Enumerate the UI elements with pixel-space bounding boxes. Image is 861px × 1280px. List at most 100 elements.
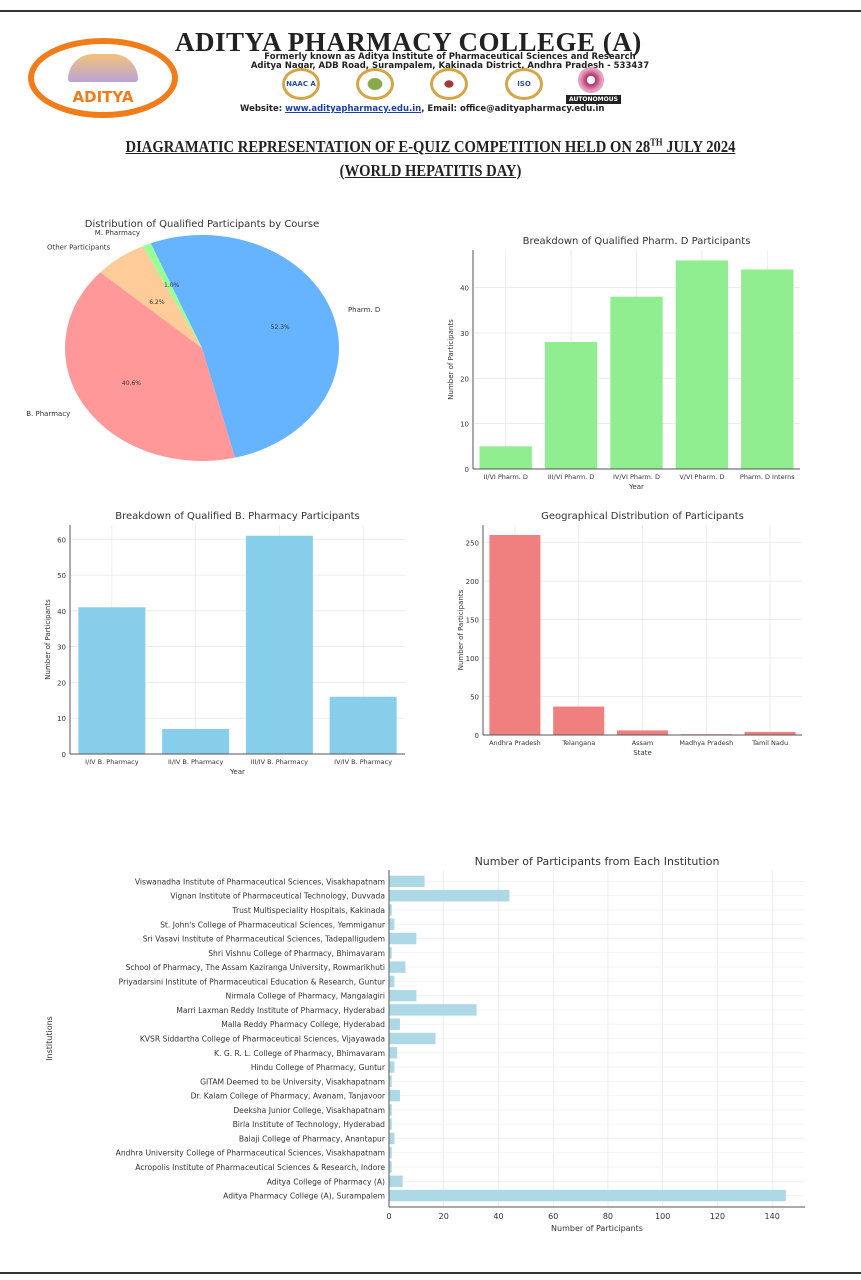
x-tick-label: III/IV B. Pharmacy [251, 758, 308, 766]
x-tick-label: 120 [710, 1212, 725, 1221]
x-tick-label: 40 [493, 1212, 503, 1221]
y-tick-label: 0 [475, 732, 479, 740]
bar [489, 535, 541, 735]
y-tick-label: Acropolis Institute of Pharmaceutical Sc… [135, 1163, 385, 1172]
y-tick-label: 50 [470, 694, 479, 702]
x-tick-label: IV/VI Pharm. D [613, 473, 660, 481]
x-tick-label: IV/IV B. Pharmacy [334, 758, 392, 766]
x-tick-label: II/IV B. Pharmacy [168, 758, 224, 766]
y-tick-label: 50 [57, 572, 66, 580]
bar [675, 260, 729, 469]
y-tick-label: 20 [460, 375, 469, 383]
title-text-end: JULY 2024 [662, 137, 736, 156]
bar [162, 728, 230, 754]
bpharm-breakdown-bar-chart: Breakdown of Qualified B. Pharmacy Parti… [44, 511, 405, 776]
y-tick-label: Shri Vishnu College of Pharmacy, Bhimava… [208, 949, 385, 958]
y-tick-label: 30 [57, 644, 66, 652]
pie-percent-label: 40.6% [122, 380, 141, 387]
course-distribution-pie-chart: Distribution of Qualified Participants b… [26, 219, 380, 461]
college-address: Aditya Nagar, ADB Road, Surampalem, Kaki… [250, 61, 650, 71]
website-link[interactable]: www.adityapharmacy.edu.in [285, 104, 422, 114]
y-tick-label: Aditya Pharmacy College (A), Surampalem [223, 1192, 385, 1201]
chart-title: Number of Participants from Each Institu… [475, 855, 720, 868]
y-tick-label: Balaji College of Pharmacy, Anantapur [239, 1134, 386, 1143]
y-tick-label: Hindu College of Pharmacy, Guntur [251, 1063, 386, 1072]
naac-seal-icon: NAAC A [282, 68, 320, 100]
y-tick-label: 10 [460, 421, 469, 429]
bar [389, 961, 406, 973]
bar [389, 1089, 400, 1102]
bar [389, 1004, 477, 1016]
x-tick-label: I/IV B. Pharmacy [85, 758, 139, 766]
contact-line: Website: www.adityapharmacy.edu.in, Emai… [240, 104, 604, 114]
bar [479, 446, 532, 469]
chart-title: Breakdown of Qualified B. Pharmacy Parti… [115, 511, 360, 522]
y-axis-label: Number of Participants [44, 599, 52, 680]
bar [741, 269, 794, 469]
iso-seal-icon: ISO [505, 68, 543, 100]
title-text: DIAGRAMATIC REPRESENTATION OF E-QUIZ COM… [125, 137, 651, 156]
bar [245, 535, 313, 754]
bar [389, 1147, 392, 1159]
logo-emblem [68, 54, 138, 82]
x-tick-label: 100 [655, 1212, 670, 1221]
y-tick-label: 10 [57, 715, 66, 723]
pie-label: Other Participants [47, 244, 111, 252]
y-tick-label: Trust Multispeciality Hospitals, Kakinad… [231, 906, 385, 915]
bar [744, 731, 796, 735]
bar [329, 696, 397, 754]
bar [544, 342, 598, 469]
x-tick-label: Madhya Pradesh [679, 739, 733, 747]
x-tick-label: 20 [439, 1212, 449, 1221]
x-tick-label: 0 [386, 1212, 391, 1221]
bar [389, 989, 417, 1002]
emblem-seal-icon [430, 68, 468, 100]
bar [389, 975, 395, 988]
chart-title: Breakdown of Qualified Pharm. D Particip… [523, 236, 751, 247]
x-tick-label: V/VI Pharm. D [679, 473, 724, 481]
y-tick-label: School of Pharmacy, The Assam Kaziranga … [126, 963, 385, 972]
pie-label: Pharm. D [348, 306, 380, 314]
pie-slice [142, 243, 202, 348]
email-text: , Email: office@adityapharmacy.edu.in [421, 104, 605, 114]
y-axis-label: Institutions [45, 1016, 54, 1061]
y-tick-label: 250 [466, 540, 479, 548]
y-tick-label: 30 [460, 330, 469, 338]
x-axis-label: Year [229, 768, 245, 776]
y-tick-label: Birla Institute of Technology, Hyderabad [233, 1120, 386, 1129]
y-tick-label: KVSR Siddartha College of Pharmaceutical… [140, 1035, 385, 1044]
y-tick-label: Priyadarsini Institute of Pharmaceutical… [119, 977, 386, 986]
pie-label: B. Pharmacy [26, 410, 70, 418]
emblem-seal-icon [356, 68, 394, 100]
x-tick-label: II/VI Pharm. D [483, 473, 528, 481]
bar [389, 1061, 395, 1073]
x-tick-label: Telangana [561, 739, 595, 747]
bar [389, 1161, 392, 1173]
y-tick-label: Viswanadha Institute of Pharmaceutical S… [135, 877, 385, 886]
bar [389, 1075, 392, 1088]
pie-percent-label: 52.3% [271, 324, 290, 331]
bar [389, 875, 425, 888]
y-tick-label: 150 [466, 617, 479, 625]
x-axis-label: Number of Participants [551, 1224, 643, 1233]
bar [389, 918, 395, 930]
pie-percent-label: 6.2% [149, 299, 165, 306]
bar [389, 1104, 392, 1116]
institution-participants-bar-chart: Number of Participants from Each Institu… [45, 855, 805, 1233]
pie-percent-label: 1.0% [164, 282, 180, 289]
y-tick-label: Vignan Institute of Pharmaceutical Techn… [170, 892, 385, 901]
x-tick-label: 60 [548, 1212, 558, 1221]
title-superscript: TH [650, 137, 663, 149]
y-tick-label: Malla Reddy Pharmacy College, Hyderabad [221, 1020, 385, 1029]
bar [389, 889, 510, 902]
top-border [0, 10, 861, 12]
website-label: Website: [240, 104, 286, 114]
y-tick-label: Sri Vasavi Institute of Pharmaceutical S… [143, 935, 385, 944]
y-tick-label: Marri Laxman Reddy Institute of Pharmacy… [176, 1006, 385, 1015]
y-tick-label: 0 [465, 466, 469, 474]
chart-title: Distribution of Qualified Participants b… [85, 219, 319, 230]
bar [389, 1047, 398, 1059]
x-tick-label: 140 [765, 1212, 780, 1221]
ugc-emblem-icon [578, 67, 604, 93]
bottom-border [0, 1272, 861, 1274]
